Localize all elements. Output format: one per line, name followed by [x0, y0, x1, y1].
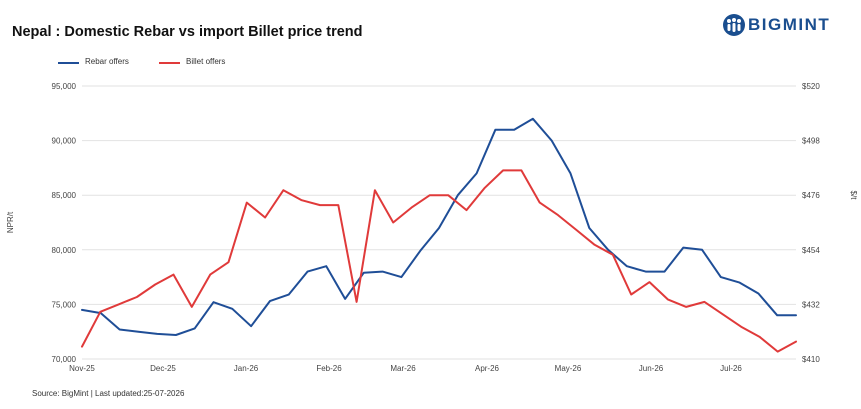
- y-tick-label: 85,000: [52, 191, 77, 200]
- y-tick-label: 95,000: [52, 82, 77, 91]
- legend-label-rebar: Rebar offers: [85, 57, 129, 66]
- y2-tick-label: $498: [802, 137, 820, 146]
- x-tick-label: Mar-26: [390, 364, 416, 373]
- series-line-billet: [81, 169, 797, 353]
- chart-title: Nepal : Domestic Rebar vs import Billet …: [12, 24, 363, 40]
- legend-swatch-billet: [159, 62, 180, 64]
- y-tick-label: 80,000: [52, 246, 77, 255]
- y2-tick-label: $476: [802, 191, 820, 200]
- x-tick-label: Jan-26: [234, 364, 259, 373]
- people-logo-icon: [723, 14, 745, 36]
- series-lines: [81, 117, 797, 353]
- y-tick-label: 70,000: [52, 355, 77, 364]
- y-tick-label: 75,000: [52, 300, 77, 309]
- legend-swatch-rebar: [58, 62, 79, 64]
- x-tick-label: Dec-25: [150, 364, 176, 373]
- y2-tick-label: $432: [802, 300, 820, 309]
- y-axis-title: NPR/t: [6, 211, 15, 233]
- x-tick-label: Nov-25: [69, 364, 95, 373]
- y-tick-label: 90,000: [52, 137, 77, 146]
- y2-tick-label: $454: [802, 246, 820, 255]
- brand-name: BIGMINT: [748, 15, 831, 34]
- y2-axis-title: $/t: [849, 191, 858, 201]
- y2-tick-label: $520: [802, 82, 820, 91]
- x-tick-label: Jul-26: [720, 364, 742, 373]
- axes: 70,000 75,000 80,000 85,000 90,000 95,000 $410…: [6, 82, 858, 373]
- x-tick-label: Feb-26: [316, 364, 342, 373]
- y2-tick-label: $410: [802, 355, 820, 364]
- source-note: Source: BigMint | Last updated:25-07-202…: [32, 389, 185, 398]
- gridlines: [82, 85, 796, 360]
- brand-logo: BIGMINT: [722, 12, 852, 38]
- x-tick-label: May-26: [555, 364, 582, 373]
- x-tick-label: Jun-26: [639, 364, 664, 373]
- x-tick-label: Apr-26: [475, 364, 500, 373]
- legend-label-billet: Billet offers: [186, 57, 226, 66]
- series-line-rebar: [81, 117, 797, 336]
